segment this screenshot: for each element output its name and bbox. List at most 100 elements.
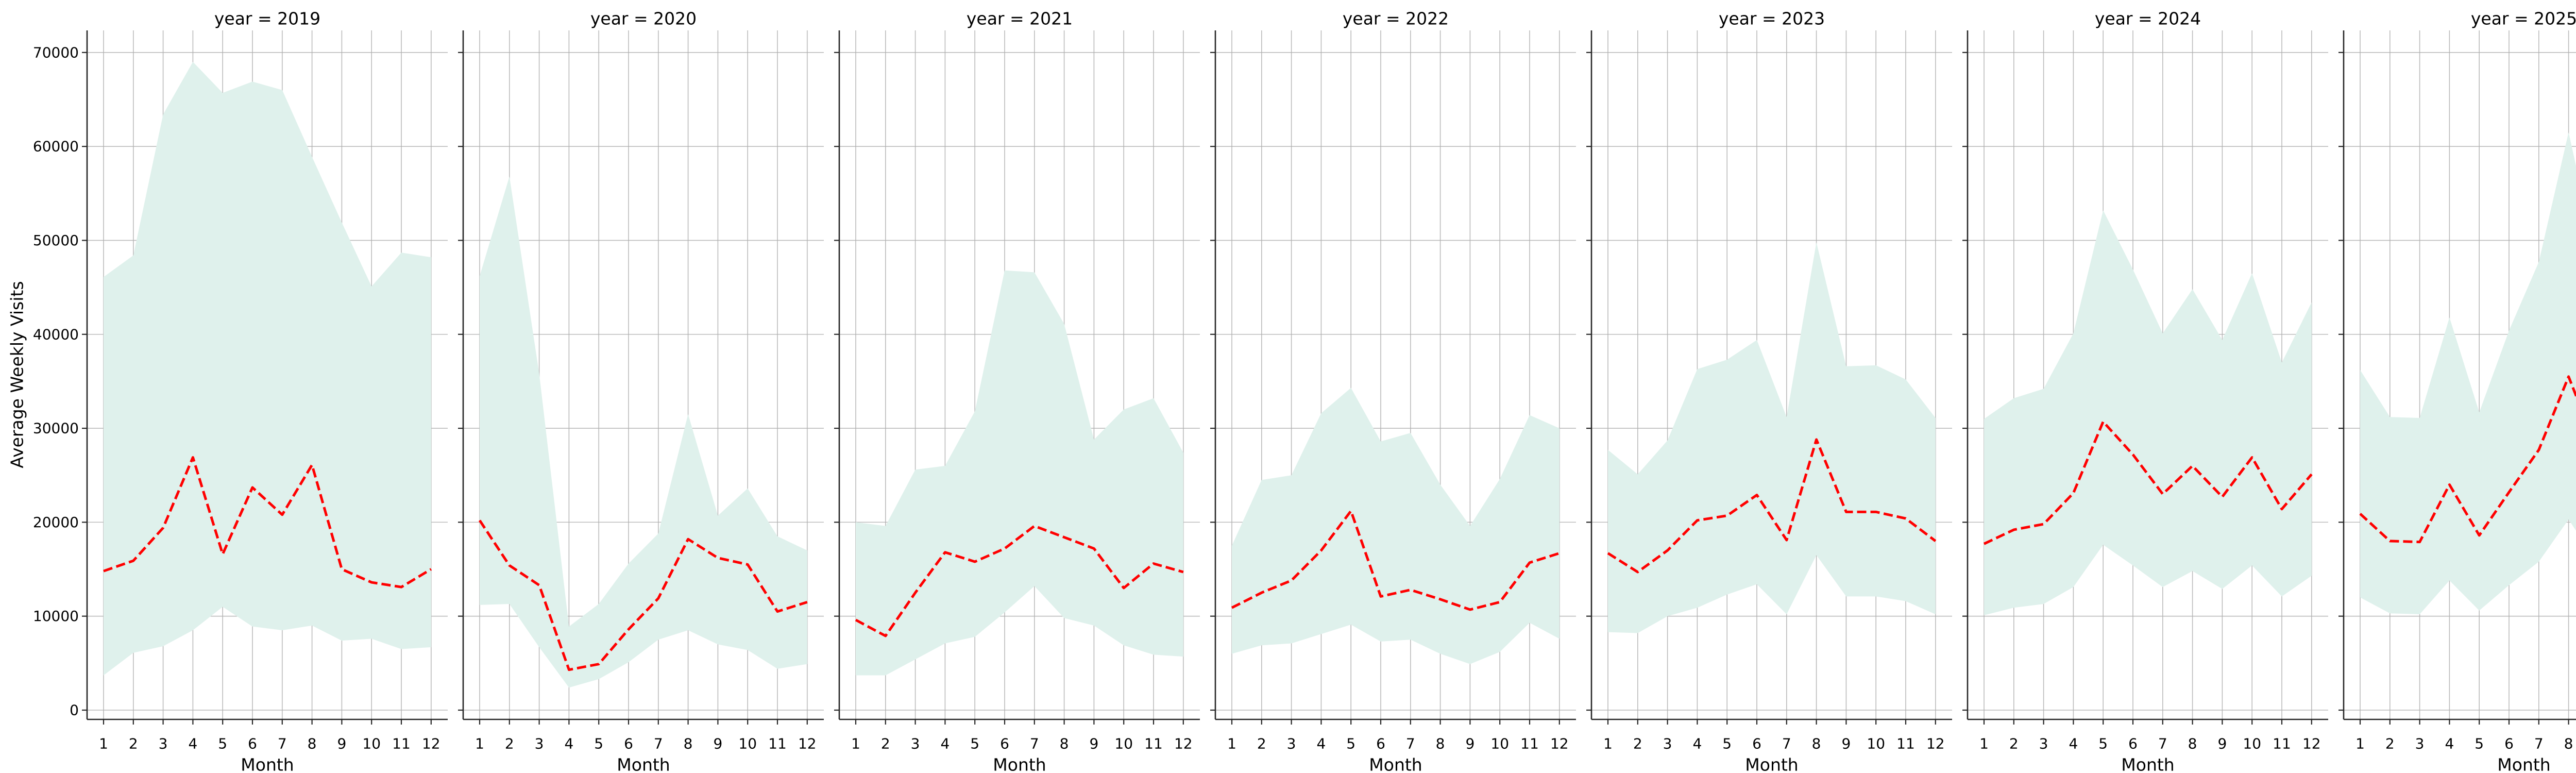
median-line (478, 519, 808, 671)
median-line (103, 456, 432, 589)
x-tick-label: 2 (129, 735, 138, 752)
x-tick-label: 1 (99, 735, 108, 752)
x-tick-label: 1 (1227, 735, 1236, 752)
percentile-band (1984, 210, 2312, 615)
x-tick-label: 9 (1465, 735, 1475, 752)
x-tick-label: 5 (1346, 735, 1355, 752)
x-tick-label: 3 (911, 735, 920, 752)
median-line (2359, 375, 2576, 544)
percentile-band (856, 270, 1183, 676)
x-tick-label: 8 (1060, 735, 1069, 752)
x-tick-label: 6 (2504, 735, 2514, 752)
x-tick-label: 7 (278, 735, 287, 752)
x-tick-label: 5 (970, 735, 979, 752)
x-tick-label: 2 (2385, 735, 2395, 752)
x-tick-label: 6 (1000, 735, 1009, 752)
x-tick-label: 3 (535, 735, 544, 752)
x-tick-label: 11 (2273, 735, 2291, 752)
x-tick-label: 2 (881, 735, 890, 752)
x-tick-label: 3 (2415, 735, 2425, 752)
y-axis-label: Average Weekly Visits (7, 281, 27, 468)
x-tick-label: 11 (392, 735, 411, 752)
x-tick-label: 9 (713, 735, 722, 752)
x-tick-label: 4 (2445, 735, 2454, 752)
y-tick-label: 30000 (33, 420, 79, 437)
x-tick-label: 4 (188, 735, 197, 752)
panel-title: year = 2021 (967, 9, 1073, 29)
x-tick-label: 7 (654, 735, 663, 752)
x-tick-label: 9 (1841, 735, 1851, 752)
x-tick-label: 12 (422, 735, 440, 752)
x-tick-label: 11 (1520, 735, 1539, 752)
x-tick-label: 6 (248, 735, 257, 752)
panel-title: year = 2023 (1719, 9, 1825, 29)
percentile-band (1232, 388, 1560, 664)
x-axis-label: Month (617, 755, 670, 773)
x-tick-label: 11 (768, 735, 787, 752)
x-tick-label: 1 (1603, 735, 1613, 752)
x-tick-label: 6 (2128, 735, 2138, 752)
x-tick-label: 10 (2243, 735, 2261, 752)
x-tick-label: 8 (2188, 735, 2197, 752)
x-tick-label: 7 (1030, 735, 1039, 752)
x-tick-label: 12 (1174, 735, 1193, 752)
panel-title: year = 2020 (590, 9, 697, 29)
x-tick-label: 2 (505, 735, 514, 752)
x-tick-label: 2 (1633, 735, 1642, 752)
median-line (1607, 438, 1937, 574)
x-tick-label: 5 (218, 735, 227, 752)
x-tick-label: 6 (1376, 735, 1385, 752)
x-tick-label: 12 (1550, 735, 1569, 752)
y-tick-label: 50000 (33, 232, 79, 249)
x-tick-label: 3 (1287, 735, 1296, 752)
x-tick-label: 12 (2302, 735, 2321, 752)
x-tick-label: 7 (1406, 735, 1415, 752)
x-tick-label: 7 (2534, 735, 2544, 752)
panel-title: year = 2022 (1343, 9, 1449, 29)
x-tick-label: 8 (2564, 735, 2573, 752)
x-tick-label: 11 (1144, 735, 1163, 752)
x-tick-label: 10 (738, 735, 757, 752)
y-tick-label: 40000 (33, 326, 79, 343)
x-tick-label: 8 (308, 735, 317, 752)
y-tick-label: 0 (70, 702, 79, 719)
x-tick-label: 12 (798, 735, 817, 752)
x-axis-label: Month (2121, 755, 2174, 773)
y-tick-label: 60000 (33, 138, 79, 155)
x-tick-label: 9 (2217, 735, 2227, 752)
x-tick-label: 10 (1114, 735, 1133, 752)
x-tick-label: 4 (2069, 735, 2078, 752)
panel-title: year = 2019 (214, 9, 320, 29)
x-tick-label: 1 (851, 735, 860, 752)
x-tick-label: 5 (2098, 735, 2108, 752)
x-tick-label: 8 (1812, 735, 1821, 752)
x-tick-label: 1 (475, 735, 484, 752)
x-tick-label: 3 (2039, 735, 2048, 752)
x-tick-label: 12 (1926, 735, 1945, 752)
x-tick-label: 2 (2009, 735, 2019, 752)
x-tick-label: 10 (1867, 735, 1885, 752)
x-tick-label: 3 (159, 735, 168, 752)
x-tick-label: 1 (2355, 735, 2365, 752)
x-tick-label: 6 (1752, 735, 1761, 752)
percentile-band (104, 62, 431, 676)
x-tick-label: 9 (337, 735, 346, 752)
x-tick-label: 4 (1692, 735, 1702, 752)
x-tick-label: 5 (1722, 735, 1732, 752)
x-tick-label: 1 (1979, 735, 1989, 752)
x-tick-label: 11 (1896, 735, 1915, 752)
panel-title: year = 2025 (2471, 9, 2576, 29)
y-tick-label: 20000 (33, 514, 79, 531)
panel-title: year = 2024 (2095, 9, 2201, 29)
percentile-band (1608, 242, 1936, 633)
x-axis-label: Month (1745, 755, 1798, 773)
